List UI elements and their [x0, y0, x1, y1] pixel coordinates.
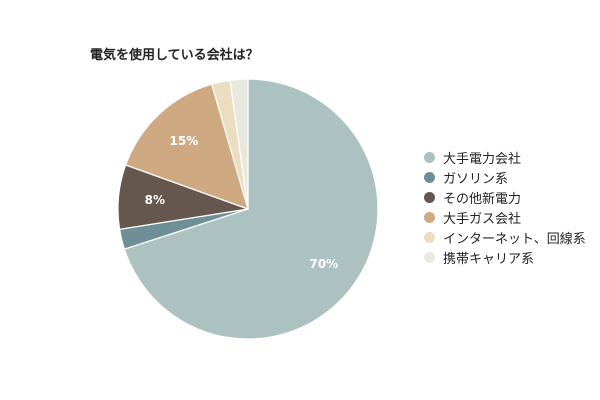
legend-swatch [424, 251, 435, 263]
legend-swatch [424, 231, 435, 243]
legend-label: 大手ガス会社 [443, 211, 522, 227]
slice-data-label-0: 70% [309, 257, 338, 271]
legend-item-1: ガソリン系 [424, 167, 586, 187]
chart-title: 電気を使用している会社は？ [90, 48, 259, 63]
legend-label: 携帯キャリア系 [443, 251, 535, 267]
legend-swatch [424, 191, 435, 203]
legend-label: その他新電力 [443, 191, 522, 207]
pie-slice-0 [123, 78, 379, 340]
pie-slice-5 [229, 78, 249, 210]
legend-label: 大手電力会社 [443, 151, 522, 167]
legend-label: ガソリン系 [443, 171, 509, 187]
legend-item-5: 携帯キャリア系 [424, 247, 586, 267]
legend-swatch [424, 171, 435, 183]
pie-slice-3 [124, 83, 249, 210]
legend-label: インターネット、回線系 [443, 231, 586, 247]
legend-item-2: その他新電力 [424, 187, 586, 207]
legend-swatch [424, 151, 435, 163]
legend: 大手電力会社 ガソリン系その他新電力 大手ガス会社インターネット、回線系 携帯キャリア… [424, 147, 586, 267]
legend-item-0: 大手電力会社 [424, 147, 586, 167]
legend-item-3: 大手ガス会社 [424, 207, 586, 227]
legend-item-4: インターネット、回線系 [424, 227, 586, 247]
slice-data-label-3: 15% [170, 134, 199, 148]
slice-data-label-2: 8% [145, 193, 165, 207]
legend-swatch [424, 211, 435, 223]
